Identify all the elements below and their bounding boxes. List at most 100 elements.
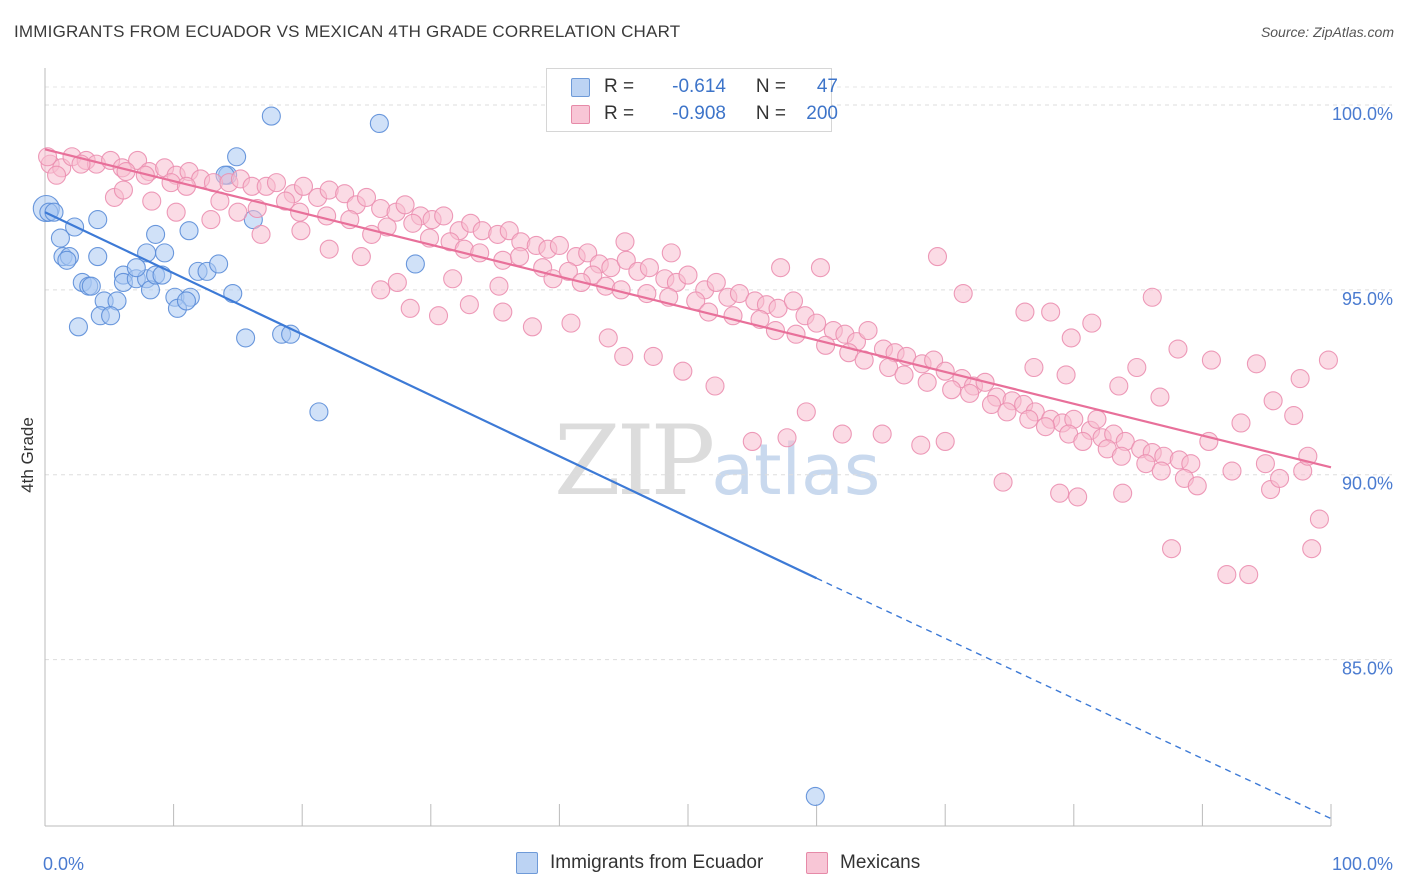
mexicans-r-label: R = xyxy=(604,103,635,124)
source-label: Source: ZipAtlas.com xyxy=(1260,24,1394,40)
mexicans-n-value: 200 xyxy=(806,103,838,124)
ecuador-n-value: 47 xyxy=(816,76,838,97)
ecuador-trendline-extension xyxy=(816,577,1332,820)
ecuador-swatch xyxy=(571,77,590,97)
mexicans-point xyxy=(1061,328,1081,348)
mexicans-point xyxy=(400,298,420,318)
ecuador-point xyxy=(236,328,256,348)
mexicans-point xyxy=(615,232,635,252)
mexicans-point xyxy=(1111,446,1131,466)
mexicans-point xyxy=(1056,365,1076,385)
mexicans-point xyxy=(1201,350,1221,370)
stats-legend-row-mexicans: R = -0.908 N = 200 xyxy=(571,101,838,127)
mexicans-point xyxy=(522,317,542,337)
ecuador-point xyxy=(209,254,229,274)
ecuador-point xyxy=(155,243,175,263)
mexicans-point xyxy=(796,402,816,422)
mexicans-point xyxy=(395,195,415,215)
ecuador-point xyxy=(405,254,425,274)
mexicans-point xyxy=(1217,565,1237,585)
ecuador-point xyxy=(68,317,88,337)
mexicans-point xyxy=(1246,354,1266,374)
mexicans-point xyxy=(1109,376,1129,396)
mexicans-point xyxy=(266,173,287,193)
legend-item-mexicans[interactable]: Mexicans xyxy=(806,852,920,874)
mexicans-point xyxy=(251,224,271,244)
x-tick-label: 100.0% xyxy=(1332,854,1393,874)
mexicans-point xyxy=(911,435,931,455)
legend-swatch-mexicans xyxy=(806,852,828,874)
series-legend: Immigrants from Ecuador Mexicans xyxy=(0,852,1406,878)
mexicans-point xyxy=(807,313,827,333)
ecuador-point xyxy=(101,306,121,326)
mexicans-point xyxy=(293,176,314,196)
mexicans-point xyxy=(981,394,1002,415)
y-tick-label: 85.0% xyxy=(1342,659,1393,679)
mexicans-point xyxy=(810,258,831,278)
mexicans-point xyxy=(201,210,221,230)
mexicans-point xyxy=(128,150,148,170)
y-tick-label: 95.0% xyxy=(1342,289,1393,309)
mexicans-point xyxy=(1142,287,1162,307)
mexicans-point xyxy=(387,272,407,293)
mexicans-point xyxy=(661,243,681,263)
mexicans-point xyxy=(443,269,463,289)
mexicans-point xyxy=(768,298,788,318)
mexicans-point xyxy=(1302,539,1322,559)
mexicans-point xyxy=(1222,461,1242,481)
ecuador-point xyxy=(50,228,70,248)
mexicans-point xyxy=(1019,409,1039,429)
stats-legend-row-ecuador: R = -0.614 N = 47 xyxy=(571,74,838,100)
mexicans-point xyxy=(832,424,852,444)
mexicans-point xyxy=(927,247,948,267)
ecuador-point xyxy=(261,106,281,126)
mexicans-point xyxy=(1136,454,1156,474)
mexicans-point xyxy=(371,280,391,300)
ecuador-point xyxy=(176,291,197,311)
mexicans-point xyxy=(351,247,371,267)
mexicans-point xyxy=(1187,476,1207,496)
mexicans-point xyxy=(942,380,962,400)
mexicans-point xyxy=(166,202,186,222)
mexicans-point xyxy=(509,247,530,267)
ecuador-point xyxy=(88,210,108,230)
mexicans-point xyxy=(377,217,397,237)
stats-legend: R = -0.614 N = 47 R = -0.908 N = 200 xyxy=(546,68,838,132)
legend-label-ecuador: Immigrants from Ecuador xyxy=(550,852,764,873)
mexicans-point xyxy=(1087,409,1107,429)
mexicans-point xyxy=(601,258,621,278)
ecuador-point xyxy=(805,786,825,806)
mexicans-point xyxy=(917,372,937,392)
mexicans-point xyxy=(1231,413,1251,433)
y-axis-label: 4th Grade xyxy=(18,417,37,493)
y-tick-label: 90.0% xyxy=(1342,474,1393,494)
ecuador-trendline xyxy=(44,211,818,580)
mexicans-point xyxy=(1035,417,1056,437)
legend-swatch-ecuador xyxy=(516,852,538,874)
mexicans-point xyxy=(935,431,955,452)
legend-item-ecuador[interactable]: Immigrants from Ecuador xyxy=(516,852,763,874)
mexicans-point xyxy=(816,335,836,355)
mexicans-point xyxy=(142,191,162,211)
x-tick-label: 0.0% xyxy=(43,854,84,874)
mexicans-point xyxy=(1068,487,1088,507)
mexicans-point xyxy=(616,250,636,270)
mexicans-point xyxy=(771,258,791,278)
mexicans-point xyxy=(643,346,663,366)
mexicans-point xyxy=(38,147,58,167)
mexicans-point xyxy=(1161,539,1182,559)
ecuador-point xyxy=(88,247,108,267)
ecuador-point xyxy=(369,113,389,134)
mexicans-point xyxy=(1270,468,1290,488)
mexicans-r-value: -0.908 xyxy=(672,103,726,124)
mexicans-trendline xyxy=(44,148,1332,469)
mexicans-point xyxy=(1151,461,1171,481)
mexicans-point xyxy=(319,239,339,259)
ecuador-point xyxy=(179,221,199,241)
mexicans-point xyxy=(1168,339,1188,359)
y-tick-label: 100.0% xyxy=(1332,104,1393,124)
mexicans-point xyxy=(113,180,133,200)
mexicans-point xyxy=(1127,357,1147,378)
mexicans-point xyxy=(872,424,892,444)
mexicans-point xyxy=(1024,357,1044,378)
